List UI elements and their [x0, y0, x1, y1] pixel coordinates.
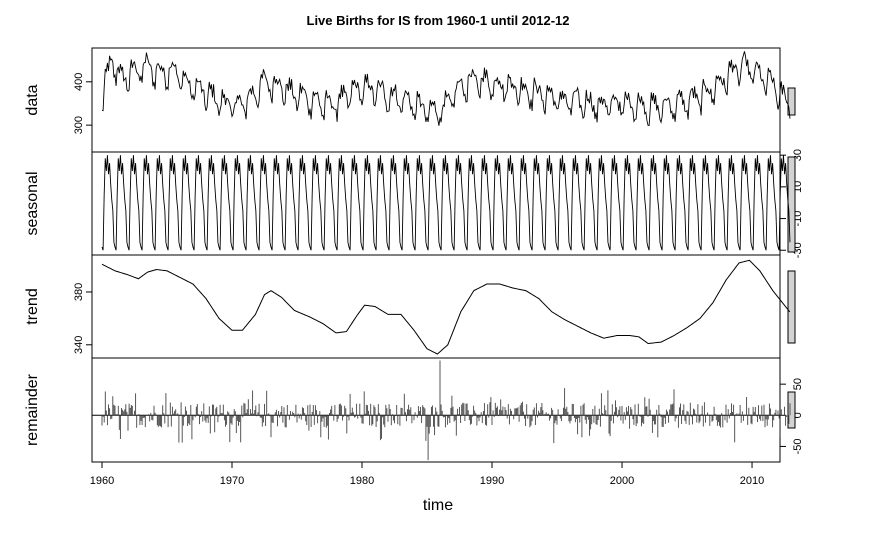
y-axis-label: trend: [24, 288, 41, 324]
y-axis-label: seasonal: [24, 171, 41, 235]
panel-remainder: remainder -50 0 50: [24, 357, 804, 463]
y-axis-label: remainder: [24, 373, 41, 446]
chart-title: Live Births for IS from 1960-1 until 201…: [307, 13, 570, 28]
y-tick-label: 50: [792, 378, 804, 390]
x-axis: 1960 1970 1980 1990 2000 2010: [90, 461, 764, 487]
y-axis-label: data: [24, 84, 41, 115]
x-tick-label: 1990: [480, 475, 504, 487]
x-tick-label: 2010: [740, 475, 764, 487]
range-bar: [787, 391, 796, 429]
remainder-bars: [101, 360, 791, 461]
trend-line: [101, 259, 791, 355]
data-line: [101, 51, 791, 126]
seasonal-line: [101, 155, 791, 251]
x-tick-label: 1980: [350, 475, 374, 487]
y-tick-label: -50: [792, 438, 804, 454]
x-tick-label: 1960: [90, 475, 114, 487]
y-tick-label: 0: [792, 412, 804, 418]
y-tick-label: 340: [73, 336, 85, 354]
panel-data: data 300 400: [24, 47, 796, 153]
range-bar: [787, 156, 796, 253]
y-tick-label: 400: [73, 73, 85, 91]
x-tick-label: 1970: [220, 475, 244, 487]
x-axis-label: time: [423, 497, 453, 514]
range-bar: [787, 87, 796, 116]
range-bar: [787, 270, 796, 344]
panel-trend: trend 340 380: [24, 254, 796, 359]
x-tick-label: 2000: [610, 475, 634, 487]
y-tick-label: 300: [73, 116, 85, 134]
panel-frame: [91, 254, 781, 359]
y-tick-label: 380: [73, 283, 85, 301]
